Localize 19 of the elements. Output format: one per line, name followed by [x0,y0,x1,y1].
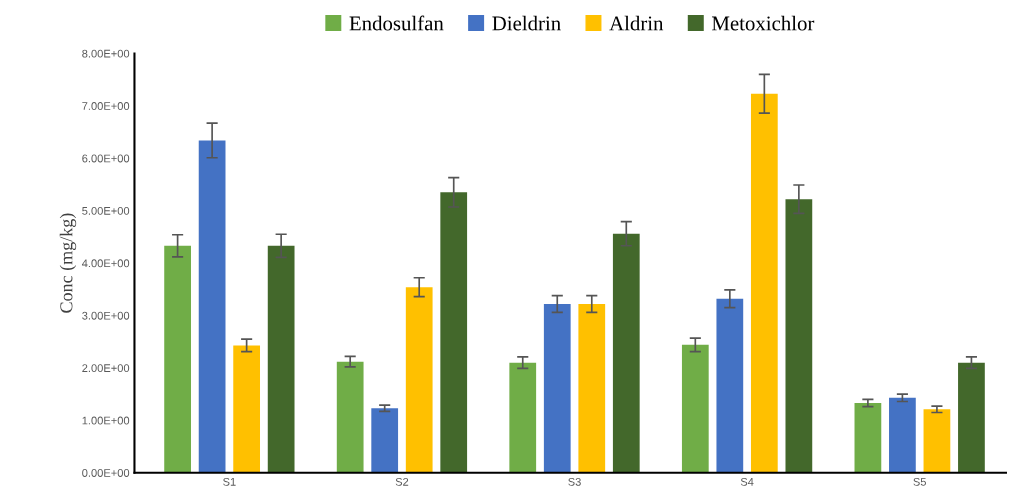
y-tick-label: 6.00E+00 [82,154,130,163]
x-tick-label: S4 [740,477,754,486]
x-tick-label: S3 [568,477,581,486]
legend-label: Metoxichlor [712,15,815,31]
legend-label: Dieldrin [492,15,561,31]
y-tick-label: 0.00E+00 [82,469,130,477]
legend-label: Endosulfan [349,15,444,31]
y-tick-label: 2.00E+00 [82,364,130,373]
y-tick-label: 7.00E+00 [82,102,130,110]
y-tick-label: 4.00E+00 [81,259,130,268]
x-tick-label: S1 [223,477,236,486]
y-tick-label: 3.00E+00 [82,311,130,320]
y-tick-label: 5.00E+00 [82,206,130,215]
x-tick-label: S2 [395,477,409,486]
y-tick-label: 8.00E+00 [82,49,130,58]
x-tick-label: S5 [913,477,926,486]
y-axis-title: Conc (mg/kg) [59,213,77,313]
y-tick-label: 1.00E+00 [82,416,130,425]
legend-label: Aldrin [609,15,664,31]
